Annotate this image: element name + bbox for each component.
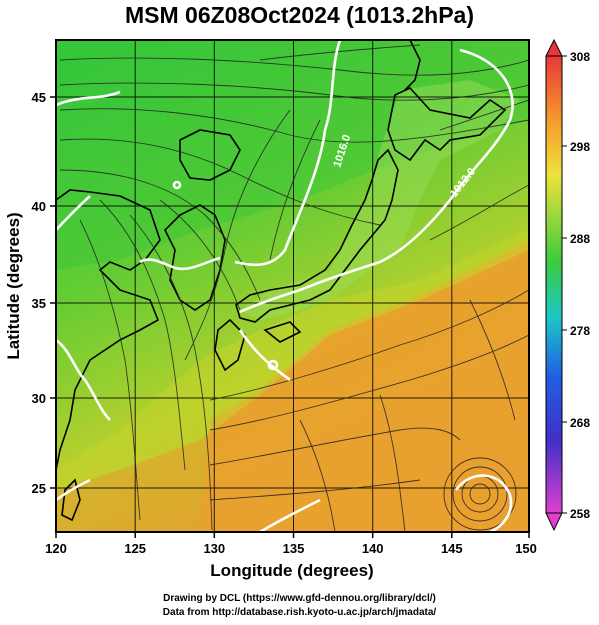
x-axis-title: Longitude (degrees) xyxy=(210,561,373,580)
plot-frame xyxy=(55,39,530,533)
y-axis-title: Latitude (degrees) xyxy=(4,212,23,359)
credit-drawing: Drawing by DCL (https://www.gfd-dennou.o… xyxy=(163,593,436,604)
x-tick-label: 135 xyxy=(283,541,305,556)
x-tick-label: 145 xyxy=(441,541,463,556)
y-axis: 45 40 35 30 25 Latitude (degrees) xyxy=(4,90,56,496)
x-tick-label: 125 xyxy=(124,541,146,556)
wind-streamlines xyxy=(59,44,529,532)
chart-title: MSM 06Z08Oct2024 (1013.2hPa) xyxy=(124,2,474,28)
y-tick-label: 40 xyxy=(32,199,46,214)
x-tick-label: 150 xyxy=(515,541,537,556)
y-tick-label: 25 xyxy=(32,481,46,496)
y-tick-label: 35 xyxy=(32,296,46,311)
credit-data-source: Data from http://database.rish.kyoto-u.a… xyxy=(162,607,437,618)
colorbar-scale xyxy=(545,55,563,514)
colorbar-bottom-arrow xyxy=(545,512,563,532)
x-tick-label: 140 xyxy=(362,541,384,556)
credits: Drawing by DCL (https://www.gfd-dennou.o… xyxy=(0,592,599,620)
colorbar-top-arrow xyxy=(545,38,563,57)
colorbar-label: 278 xyxy=(570,324,590,338)
colorbar-label: 268 xyxy=(570,416,590,430)
isobar-lines xyxy=(56,40,514,532)
colorbar-label: 258 xyxy=(570,507,590,521)
colorbar-label: 298 xyxy=(570,140,590,154)
y-tick-label: 30 xyxy=(32,391,46,406)
coastlines xyxy=(56,40,507,522)
x-axis: 120 125 130 135 140 145 150 Longitude (d… xyxy=(45,532,537,580)
y-tick-label: 45 xyxy=(32,90,46,105)
colorbar-label: 308 xyxy=(570,50,590,64)
colorbar-label: 288 xyxy=(570,232,590,246)
grid-lines xyxy=(56,40,529,532)
x-tick-label: 130 xyxy=(203,541,225,556)
colorbar: 308 298 288 278 268 258 xyxy=(545,38,590,532)
x-tick-label: 120 xyxy=(45,541,67,556)
